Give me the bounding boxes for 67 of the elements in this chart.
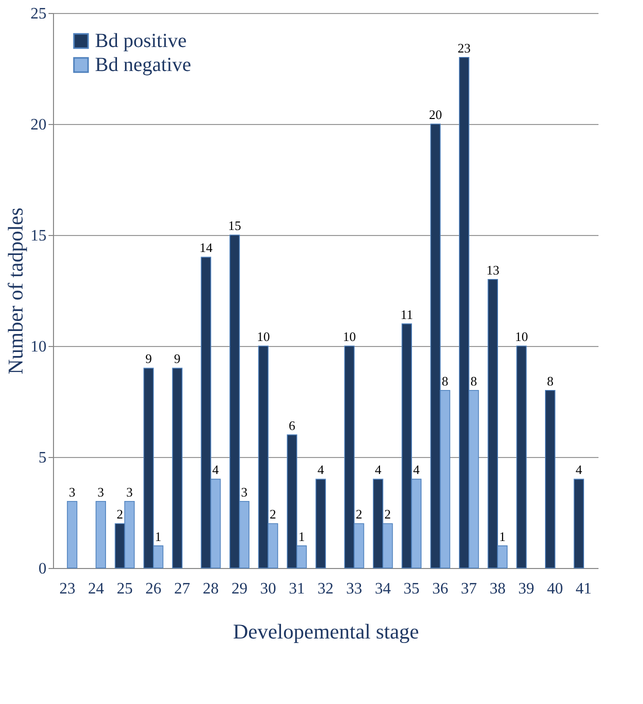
data-label: 2 (384, 506, 391, 522)
legend-label: Bd positive (95, 30, 187, 52)
data-label: 8 (546, 373, 554, 388)
data-label: 4 (576, 462, 583, 478)
bar (545, 390, 556, 568)
y-tick-label: 20 (30, 116, 46, 134)
data-label: 14 (199, 240, 213, 256)
y-tick-label: 0 (38, 560, 46, 578)
data-label: 13 (486, 262, 500, 278)
x-tick-label: 41 (576, 580, 592, 598)
y-tick-label: 5 (38, 450, 46, 466)
x-tick-label: 24 (88, 580, 104, 598)
data-label: 1 (154, 528, 162, 544)
x-tick-label: 28 (202, 580, 219, 598)
data-label: 9 (145, 351, 152, 366)
data-label: 2 (356, 506, 362, 522)
data-label: 3 (98, 484, 104, 500)
data-label: 1 (298, 528, 305, 544)
data-label: 4 (317, 462, 324, 478)
y-tick-label: 15 (30, 228, 46, 244)
data-label: 11 (400, 306, 414, 322)
x-tick-label: 34 (374, 580, 391, 598)
data-label: 4 (413, 462, 420, 478)
x-tick-label: 37 (460, 580, 477, 598)
data-label: 3 (240, 484, 248, 500)
data-label: 2 (270, 506, 276, 522)
x-tick-label: 25 (116, 580, 133, 598)
data-label: 9 (174, 351, 181, 366)
bar (516, 346, 527, 568)
data-label: 3 (68, 484, 76, 500)
data-label: 4 (212, 462, 220, 478)
x-tick-label: 30 (260, 580, 276, 598)
data-label: 15 (228, 218, 242, 233)
bar (172, 368, 182, 568)
bar (96, 501, 106, 568)
bar (316, 478, 326, 568)
bar (574, 478, 584, 568)
x-tick-label: 26 (145, 580, 162, 598)
x-tick-label: 33 (346, 580, 362, 598)
x-tick-label: 29 (231, 580, 248, 598)
data-label: 1 (499, 528, 506, 544)
y-axis-title: Number of tadpoles (4, 208, 28, 374)
x-tick-label: 31 (288, 580, 305, 598)
x-tick-label: 32 (318, 580, 334, 598)
data-label: 23 (458, 40, 471, 56)
data-label: 20 (428, 107, 442, 122)
data-label: 8 (470, 373, 477, 388)
data-label: 10 (256, 329, 270, 344)
x-tick-label: 23 (59, 580, 76, 598)
data-label: 8 (442, 373, 448, 388)
bar (66, 501, 78, 568)
x-tick-label: 27 (174, 580, 190, 598)
y-tick-label: 25 (30, 6, 46, 22)
x-tick-label: 39 (518, 580, 534, 598)
data-label: 2 (116, 506, 124, 522)
x-tick-label: 36 (432, 580, 448, 598)
y-tick-label: 10 (30, 338, 46, 356)
x-tick-label: 40 (546, 580, 563, 598)
legend-label: Bd negative (95, 54, 192, 76)
x-tick-label: 35 (404, 580, 420, 598)
data-label: 4 (374, 462, 382, 478)
x-tick-label: 38 (490, 580, 506, 598)
data-label: 3 (126, 484, 133, 500)
data-label: 10 (342, 329, 356, 344)
data-label: 10 (515, 329, 528, 344)
x-axis-title: Developemental stage (232, 620, 420, 644)
data-label: 6 (288, 418, 296, 433)
